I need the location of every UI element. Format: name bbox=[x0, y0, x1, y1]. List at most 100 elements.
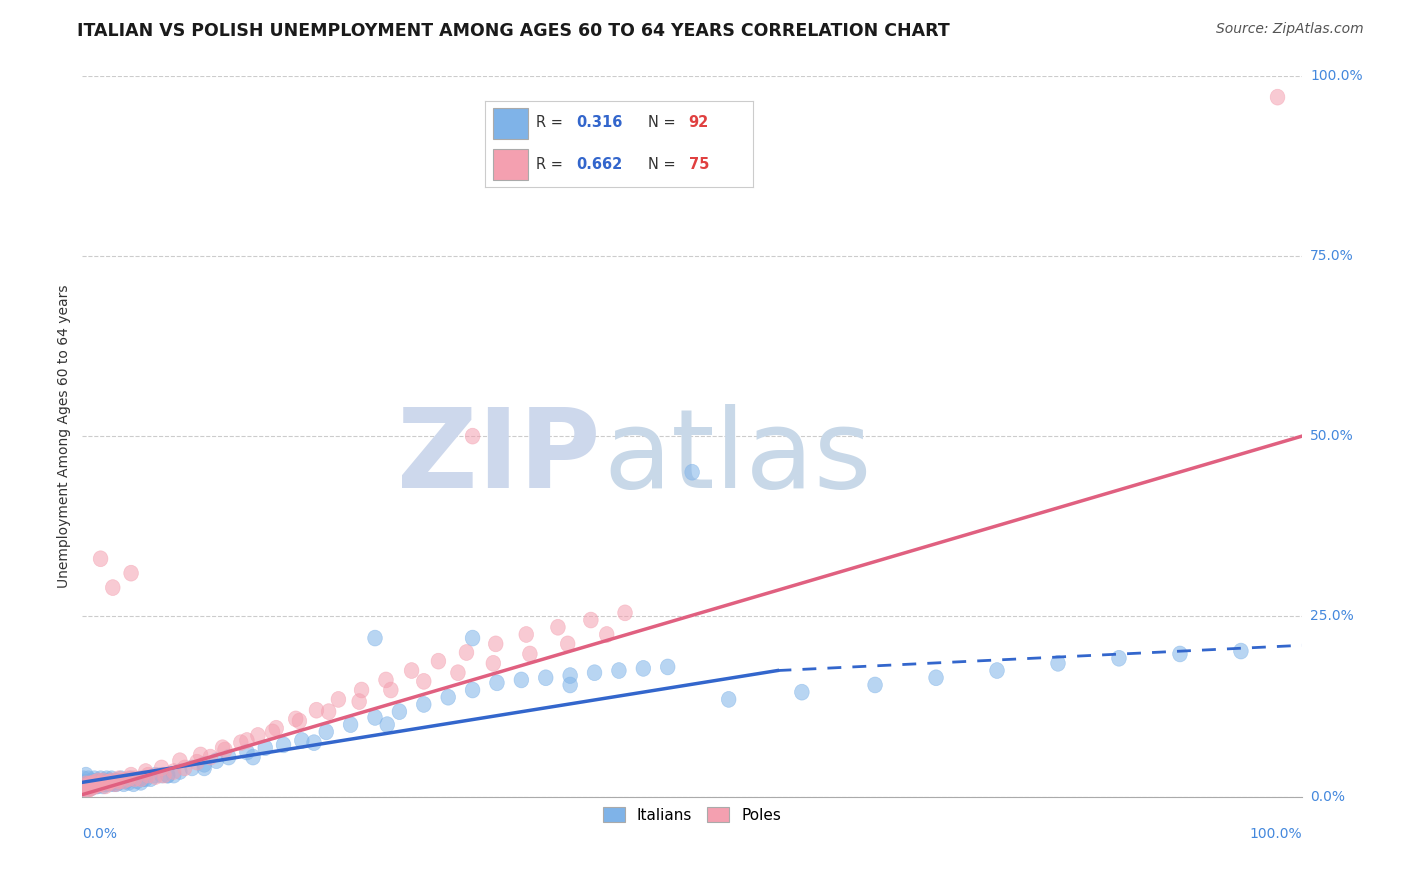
Ellipse shape bbox=[294, 732, 309, 748]
Ellipse shape bbox=[104, 771, 120, 787]
Ellipse shape bbox=[721, 691, 735, 707]
Ellipse shape bbox=[148, 767, 163, 783]
Ellipse shape bbox=[84, 776, 100, 792]
Ellipse shape bbox=[661, 659, 675, 675]
Ellipse shape bbox=[97, 773, 111, 789]
Text: ITALIAN VS POLISH UNEMPLOYMENT AMONG AGES 60 TO 64 YEARS CORRELATION CHART: ITALIAN VS POLISH UNEMPLOYMENT AMONG AGE… bbox=[77, 22, 950, 40]
Ellipse shape bbox=[156, 767, 172, 783]
Ellipse shape bbox=[562, 677, 578, 693]
Ellipse shape bbox=[193, 747, 208, 763]
Ellipse shape bbox=[380, 716, 395, 732]
Ellipse shape bbox=[90, 778, 104, 794]
Ellipse shape bbox=[612, 663, 626, 679]
Ellipse shape bbox=[138, 771, 153, 787]
Ellipse shape bbox=[197, 760, 211, 776]
Ellipse shape bbox=[118, 773, 132, 789]
Ellipse shape bbox=[89, 778, 103, 794]
Ellipse shape bbox=[166, 764, 181, 780]
Ellipse shape bbox=[96, 773, 110, 789]
Ellipse shape bbox=[155, 760, 169, 776]
Ellipse shape bbox=[465, 630, 479, 646]
Ellipse shape bbox=[868, 677, 883, 693]
Ellipse shape bbox=[143, 771, 157, 787]
Ellipse shape bbox=[82, 771, 96, 787]
Ellipse shape bbox=[148, 769, 163, 784]
Ellipse shape bbox=[685, 464, 699, 480]
Ellipse shape bbox=[76, 780, 91, 796]
Ellipse shape bbox=[276, 737, 291, 753]
Ellipse shape bbox=[233, 735, 249, 750]
Ellipse shape bbox=[450, 665, 465, 681]
Ellipse shape bbox=[416, 697, 432, 713]
Ellipse shape bbox=[100, 771, 114, 787]
Ellipse shape bbox=[465, 428, 479, 444]
Ellipse shape bbox=[77, 774, 91, 790]
Ellipse shape bbox=[87, 774, 101, 790]
Ellipse shape bbox=[519, 626, 533, 642]
Ellipse shape bbox=[307, 735, 322, 750]
Ellipse shape bbox=[368, 630, 382, 646]
Ellipse shape bbox=[523, 646, 537, 662]
Ellipse shape bbox=[551, 619, 565, 635]
Ellipse shape bbox=[197, 756, 211, 772]
Ellipse shape bbox=[101, 773, 117, 789]
Ellipse shape bbox=[91, 773, 105, 789]
Ellipse shape bbox=[515, 672, 529, 688]
Ellipse shape bbox=[80, 778, 94, 794]
Ellipse shape bbox=[1050, 656, 1066, 672]
Ellipse shape bbox=[155, 767, 169, 783]
Ellipse shape bbox=[104, 773, 120, 789]
Text: 0.0%: 0.0% bbox=[83, 827, 117, 841]
Ellipse shape bbox=[384, 682, 398, 698]
Ellipse shape bbox=[538, 670, 553, 686]
Ellipse shape bbox=[378, 672, 394, 688]
Ellipse shape bbox=[266, 724, 280, 739]
Ellipse shape bbox=[93, 776, 108, 792]
Ellipse shape bbox=[111, 773, 127, 789]
Ellipse shape bbox=[87, 771, 101, 787]
Ellipse shape bbox=[141, 767, 156, 783]
Ellipse shape bbox=[209, 753, 224, 769]
Ellipse shape bbox=[173, 753, 187, 769]
Ellipse shape bbox=[86, 776, 101, 792]
Ellipse shape bbox=[83, 776, 97, 792]
Ellipse shape bbox=[215, 739, 229, 756]
Ellipse shape bbox=[599, 626, 614, 642]
Text: 100.0%: 100.0% bbox=[1310, 69, 1362, 83]
Ellipse shape bbox=[1112, 650, 1126, 666]
Ellipse shape bbox=[83, 776, 98, 792]
Ellipse shape bbox=[562, 667, 578, 683]
Ellipse shape bbox=[120, 773, 134, 789]
Ellipse shape bbox=[190, 755, 204, 770]
Ellipse shape bbox=[166, 767, 181, 783]
Ellipse shape bbox=[239, 732, 254, 748]
Ellipse shape bbox=[111, 771, 127, 787]
Text: 25.0%: 25.0% bbox=[1310, 609, 1354, 624]
Ellipse shape bbox=[84, 773, 100, 789]
Ellipse shape bbox=[108, 776, 122, 792]
Ellipse shape bbox=[246, 749, 260, 765]
Ellipse shape bbox=[1173, 646, 1187, 662]
Ellipse shape bbox=[322, 704, 336, 720]
Ellipse shape bbox=[86, 778, 101, 794]
Ellipse shape bbox=[98, 778, 112, 794]
Ellipse shape bbox=[93, 771, 108, 787]
Ellipse shape bbox=[177, 760, 193, 776]
Ellipse shape bbox=[202, 749, 218, 765]
Ellipse shape bbox=[105, 774, 120, 790]
Ellipse shape bbox=[83, 780, 98, 796]
Ellipse shape bbox=[184, 760, 200, 776]
Ellipse shape bbox=[292, 713, 307, 729]
Ellipse shape bbox=[105, 774, 120, 790]
Ellipse shape bbox=[489, 675, 505, 690]
Text: 75.0%: 75.0% bbox=[1310, 249, 1354, 263]
Ellipse shape bbox=[288, 711, 304, 727]
Ellipse shape bbox=[124, 767, 138, 783]
Text: ZIP: ZIP bbox=[398, 404, 600, 511]
Ellipse shape bbox=[105, 580, 120, 596]
Ellipse shape bbox=[129, 773, 145, 789]
Ellipse shape bbox=[87, 778, 101, 794]
Ellipse shape bbox=[588, 665, 602, 681]
Ellipse shape bbox=[392, 704, 406, 720]
Ellipse shape bbox=[250, 728, 266, 743]
